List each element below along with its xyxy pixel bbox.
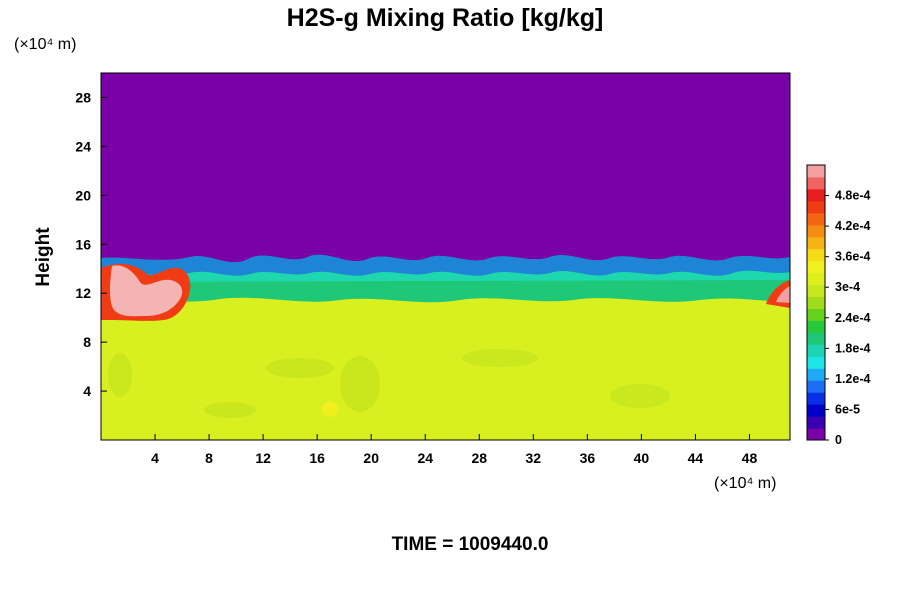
mixing-layer-blue-fronts	[101, 254, 790, 276]
colorbar-step	[807, 308, 825, 321]
plot-frame	[100, 72, 791, 441]
colorbar-step	[807, 428, 825, 441]
colorbar-step	[807, 404, 825, 417]
y-axis-ticks: 4 8 12 16 20 24 28	[75, 89, 107, 399]
colorbar-tick-label: 1.2e-4	[835, 372, 870, 386]
colorbar-step	[807, 260, 825, 274]
colorbar-step	[807, 380, 825, 393]
colorbar-step	[807, 224, 825, 238]
colorbar-step	[807, 200, 825, 214]
colorbar-step	[807, 284, 825, 298]
colorbar-step	[807, 188, 825, 202]
x-tick-label: 12	[255, 450, 271, 466]
colorbar-tick-label: 2.4e-4	[835, 311, 870, 325]
plot-area	[101, 73, 790, 440]
y-tick-label: 4	[83, 383, 91, 399]
colorbar-step	[807, 212, 825, 226]
x-tick-label: 48	[742, 450, 758, 466]
x-tick-label: 36	[580, 450, 596, 466]
colorbar-step	[807, 236, 825, 250]
colorbar-step	[807, 368, 825, 381]
colorbar-step	[807, 165, 825, 178]
colorbar-step	[807, 356, 825, 369]
colorbar-tick-label: 6e-5	[835, 402, 860, 416]
colorbar-step	[807, 296, 825, 309]
colorbar-step	[807, 320, 825, 333]
yellow-spot	[322, 401, 338, 417]
colorbar-tick-label: 3.6e-4	[835, 250, 870, 264]
colorbar-tick-label: 4.2e-4	[835, 219, 870, 233]
y-tick-label: 20	[75, 187, 91, 203]
lower-region-contours	[108, 349, 670, 418]
x-tick-label: 16	[309, 450, 325, 466]
x-tick-label: 28	[471, 450, 487, 466]
chart-title: H2S-g Mixing Ratio [kg/kg]	[287, 4, 604, 32]
y-tick-label: 16	[75, 236, 91, 252]
mixing-layer-cyan-band	[101, 270, 790, 282]
colorbar-step	[807, 176, 825, 190]
colorbar-ticks: 0 6e-5 1.2e-4 1.8e-4 2.4e-4 3e-4 3.6e-4 4.2e-4 4…	[825, 189, 870, 447]
time-label: TIME = 1009440.0	[392, 534, 549, 555]
colorbar-step	[807, 344, 825, 357]
x-axis-ticks: 4 8 12 16 20 24 28 32 36 40 44 48	[151, 434, 757, 466]
x-tick-label: 32	[526, 450, 542, 466]
plume-left-core	[110, 265, 183, 317]
colorbar-step	[807, 392, 825, 405]
colorbar-step	[807, 248, 825, 262]
y-tick-label: 24	[75, 138, 91, 154]
x-tick-label: 40	[634, 450, 650, 466]
colorbar-tick-label: 1.8e-4	[835, 341, 870, 355]
y-axis-unit: (×10⁴ m)	[14, 36, 76, 53]
plume-right-core	[776, 286, 790, 303]
colorbar-steps	[807, 165, 825, 441]
colorbar-step	[807, 272, 825, 286]
y-tick-label: 28	[75, 89, 91, 105]
region-lower	[101, 297, 790, 440]
colorbar-frame	[806, 164, 826, 441]
x-axis-unit: (×10⁴ m)	[714, 475, 776, 492]
colorbar: 0 6e-5 1.2e-4 1.8e-4 2.4e-4 3e-4 3.6e-4 4.2e-4 4…	[806, 164, 870, 447]
y-axis-label: Height	[33, 227, 54, 287]
colorbar-step	[807, 416, 825, 429]
x-tick-label: 4	[151, 450, 159, 466]
region-upper	[101, 73, 790, 263]
colorbar-tick-label: 4.8e-4	[835, 189, 870, 203]
x-tick-label: 24	[417, 450, 433, 466]
y-tick-label: 8	[83, 334, 91, 350]
x-tick-label: 44	[688, 450, 704, 466]
colorbar-tick-label: 3e-4	[835, 280, 860, 294]
colorbar-tick-label: 0	[835, 433, 842, 447]
y-tick-label: 12	[75, 285, 91, 301]
colorbar-step	[807, 332, 825, 345]
x-tick-label: 20	[363, 450, 379, 466]
x-tick-label: 8	[205, 450, 213, 466]
